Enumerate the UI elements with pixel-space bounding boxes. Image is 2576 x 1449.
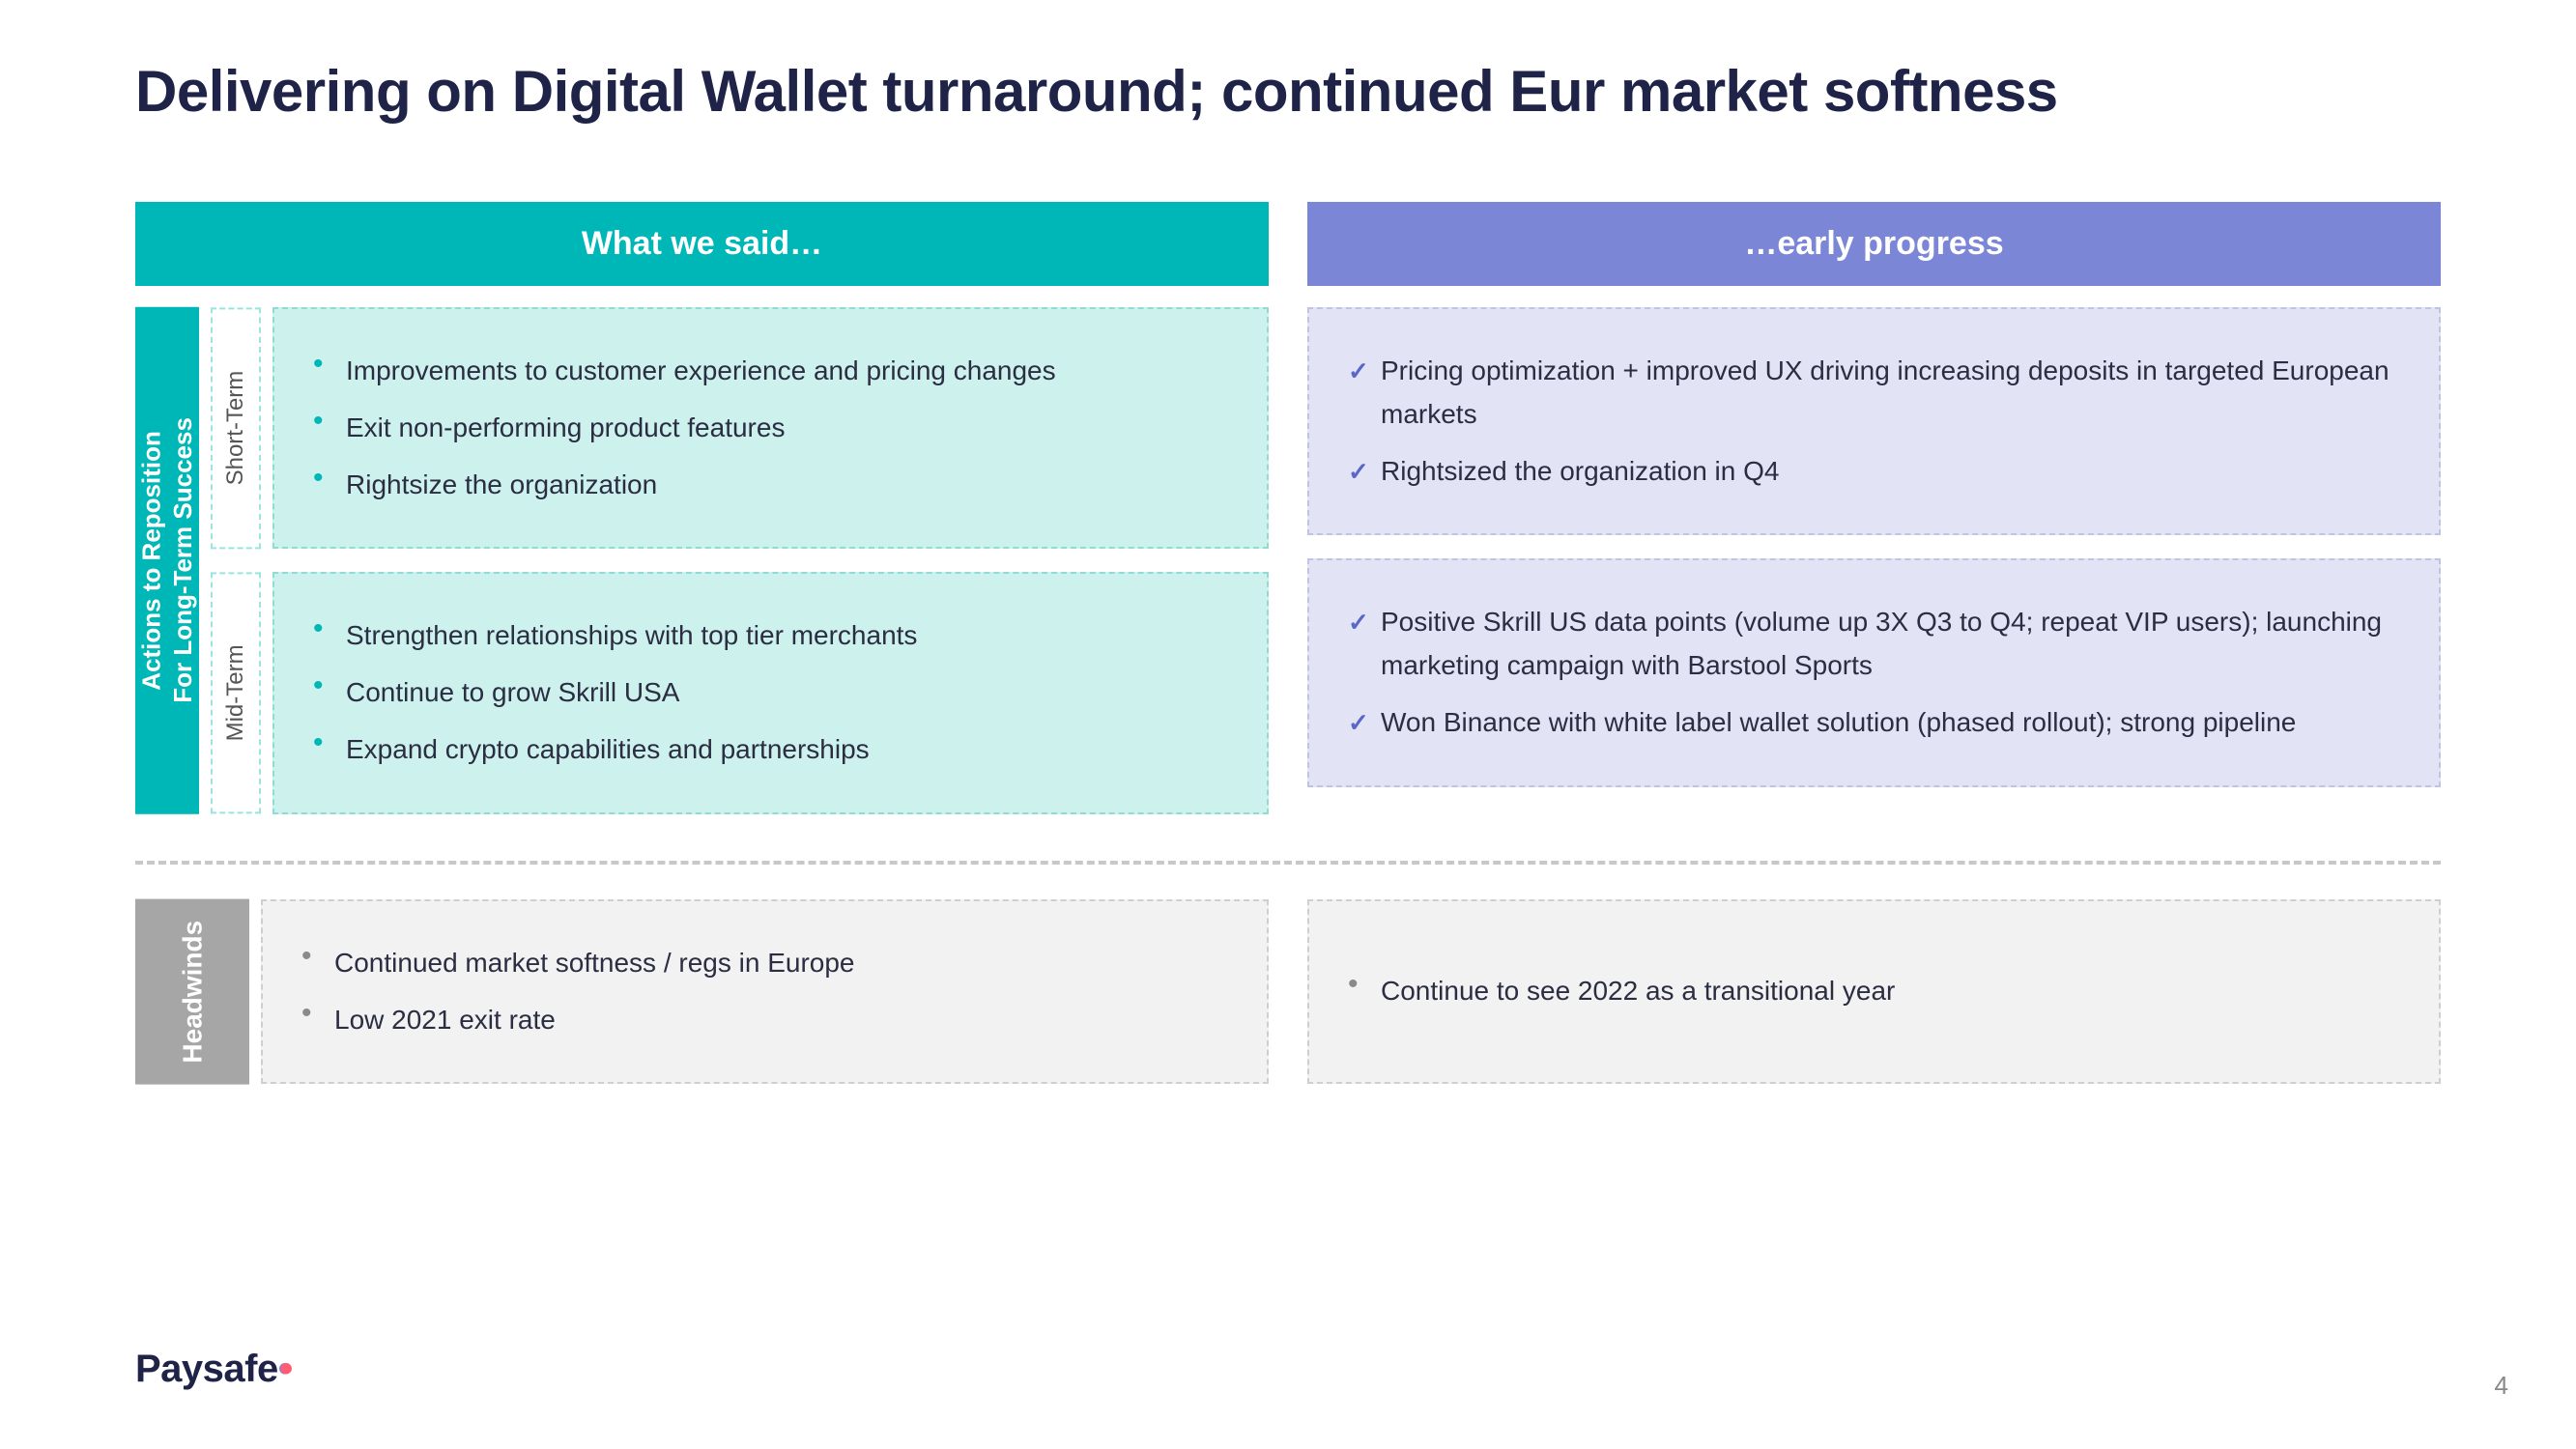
header-early-progress: …early progress bbox=[1307, 202, 2441, 286]
column-right: …early progress Pricing optimization + i… bbox=[1307, 202, 2441, 834]
vtab-actions-line1: Actions to Reposition bbox=[137, 431, 166, 691]
tick-item: Pricing optimization + improved UX drivi… bbox=[1348, 350, 2400, 437]
action-rows: Short-Term Improvements to customer expe… bbox=[211, 307, 1269, 814]
list-headwinds-right: Continue to see 2022 as a transitional y… bbox=[1348, 956, 2400, 1027]
divider bbox=[135, 861, 2441, 865]
box-right-short: Pricing optimization + improved UX drivi… bbox=[1307, 307, 2441, 535]
box-right-mid: Positive Skrill US data points (volume u… bbox=[1307, 558, 2441, 786]
column-left: What we said… Actions to Reposition For … bbox=[135, 202, 1269, 834]
list-left-short: Improvements to customer experience and … bbox=[313, 350, 1228, 506]
bullet: Expand crypto capabilities and partnersh… bbox=[313, 728, 1228, 772]
right-stack: Pricing optimization + improved UX drivi… bbox=[1307, 307, 2441, 787]
bullet: Improvements to customer experience and … bbox=[313, 350, 1228, 393]
headwinds-right: Continue to see 2022 as a transitional y… bbox=[1307, 899, 2441, 1085]
box-left-short: Improvements to customer experience and … bbox=[272, 307, 1269, 549]
list-right-mid: Positive Skrill US data points (volume u… bbox=[1348, 587, 2400, 757]
vtab-actions: Actions to Reposition For Long-Term Succ… bbox=[135, 307, 199, 814]
bullet: Continue to see 2022 as a transitional y… bbox=[1348, 970, 2400, 1013]
box-headwinds-left: Continued market softness / regs in Euro… bbox=[261, 899, 1269, 1085]
mid-term-row: Mid-Term Strengthen relationships with t… bbox=[211, 572, 1269, 813]
tick-item: Positive Skrill US data points (volume u… bbox=[1348, 601, 2400, 688]
list-left-mid: Strengthen relationships with top tier m… bbox=[313, 614, 1228, 771]
box-left-mid: Strengthen relationships with top tier m… bbox=[272, 572, 1269, 813]
bullet: Exit non-performing product features bbox=[313, 407, 1228, 450]
bullet: Strengthen relationships with top tier m… bbox=[313, 614, 1228, 658]
page-title: Delivering on Digital Wallet turnaround;… bbox=[135, 58, 2441, 125]
bullet: Low 2021 exit rate bbox=[301, 999, 1228, 1042]
short-term-row: Short-Term Improvements to customer expe… bbox=[211, 307, 1269, 549]
actions-block: Actions to Reposition For Long-Term Succ… bbox=[135, 307, 1269, 814]
headwinds-left: Headwinds Continued market softness / re… bbox=[135, 899, 1269, 1085]
vtab-short-term: Short-Term bbox=[211, 307, 261, 549]
tick-item: Won Binance with white label wallet solu… bbox=[1348, 701, 2400, 745]
brand-logo: Paysafe•• bbox=[135, 1348, 304, 1391]
list-right-short: Pricing optimization + improved UX drivi… bbox=[1348, 336, 2400, 506]
vtab-headwinds: Headwinds bbox=[135, 899, 249, 1085]
header-what-we-said: What we said… bbox=[135, 202, 1269, 286]
main-columns: What we said… Actions to Reposition For … bbox=[135, 202, 2441, 834]
box-headwinds-right: Continue to see 2022 as a transitional y… bbox=[1307, 899, 2441, 1085]
page-number: 4 bbox=[2495, 1371, 2508, 1401]
vtab-actions-line2: For Long-Term Success bbox=[168, 418, 197, 704]
headwinds-row: Headwinds Continued market softness / re… bbox=[135, 899, 2441, 1085]
brand-name: Paysafe bbox=[135, 1348, 278, 1390]
list-headwinds-left: Continued market softness / regs in Euro… bbox=[301, 942, 1228, 1042]
vtab-mid-term: Mid-Term bbox=[211, 572, 261, 813]
bullet: Continued market softness / regs in Euro… bbox=[301, 942, 1228, 985]
tick-item: Rightsized the organization in Q4 bbox=[1348, 450, 2400, 494]
logo-dot-icon: • bbox=[279, 1348, 293, 1390]
bullet: Rightsize the organization bbox=[313, 464, 1228, 507]
bullet: Continue to grow Skrill USA bbox=[313, 671, 1228, 715]
